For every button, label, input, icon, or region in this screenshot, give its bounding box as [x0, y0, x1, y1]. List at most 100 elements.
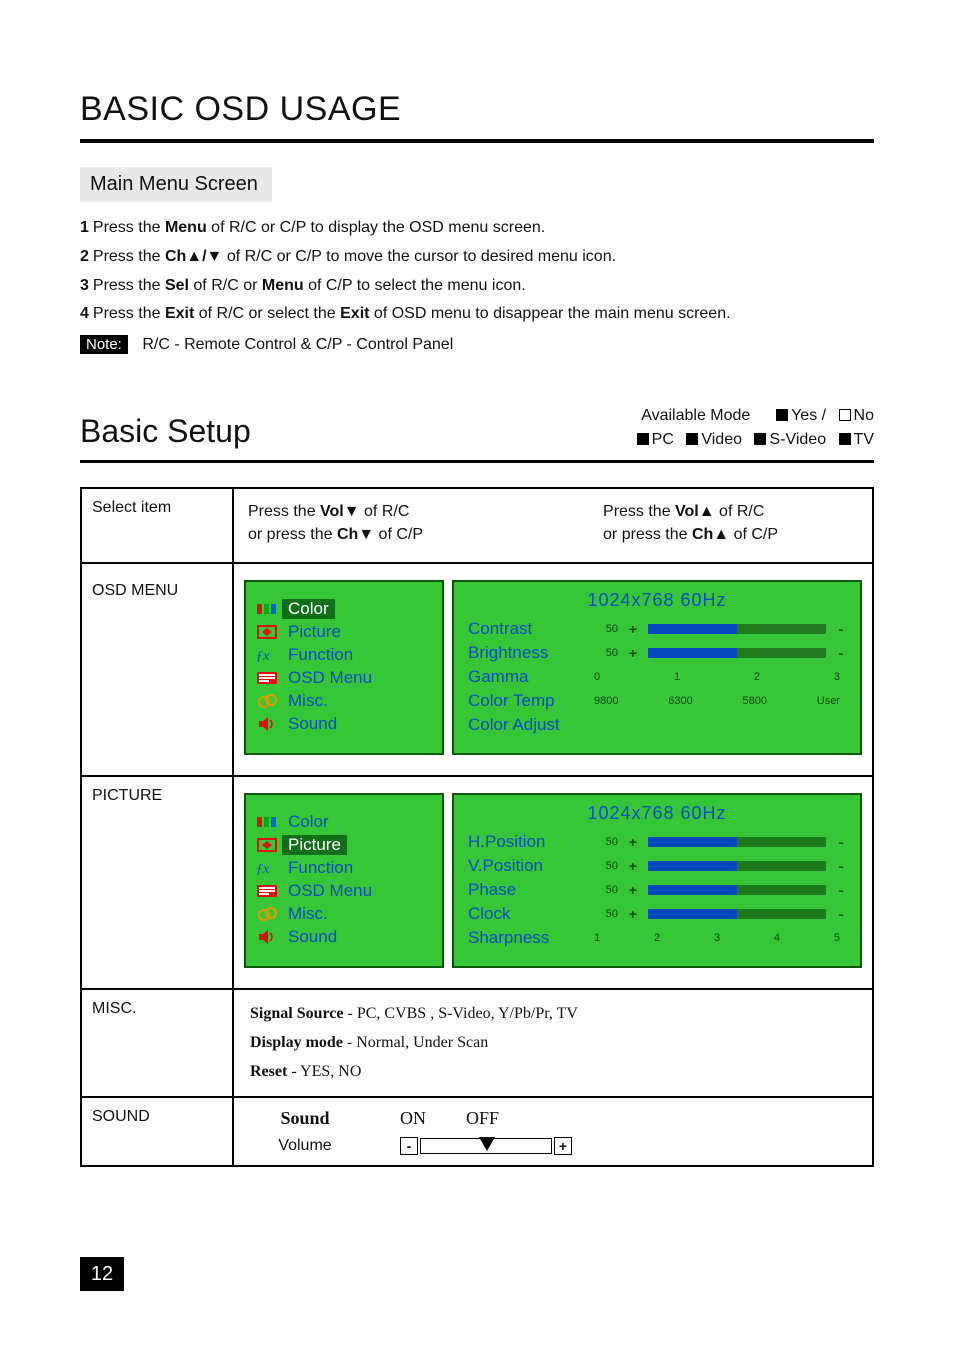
value: 50: [588, 647, 618, 659]
text: Exit: [340, 305, 369, 322]
menu-item: Color: [282, 599, 335, 619]
plus-icon: +: [628, 621, 638, 637]
function-icon: ƒx: [256, 859, 278, 877]
row-label: MISC.: [81, 989, 233, 1097]
opt: 0: [594, 671, 600, 683]
menu-item: Picture: [282, 835, 347, 855]
param-label: Brightness: [468, 643, 578, 663]
row-label: OSD MENU: [81, 563, 233, 776]
opt: 5800: [743, 695, 767, 707]
note-text: R/C - Remote Control & C/P - Control Pan…: [142, 336, 453, 353]
filled-square-icon: [839, 433, 851, 445]
page-title: BASIC OSD USAGE: [80, 90, 874, 129]
slider-track: [420, 1138, 552, 1154]
osd-menu-list: Color Picture ƒxFunction OSD Menu Misc. …: [244, 793, 444, 968]
options: 980063005800User: [588, 695, 846, 707]
text: TV: [854, 431, 874, 448]
instruction-steps: 1Press the Menu of R/C or C/P to display…: [80, 214, 874, 329]
text: Exit: [165, 305, 194, 322]
osd-detail-color: 1024x768 60Hz Contrast50+- Brightness50+…: [452, 580, 862, 755]
minus-icon: -: [836, 645, 846, 661]
slider-bar: [648, 909, 826, 919]
text: - PC, CVBS , S-Video, Y/Pb/Pr, TV: [344, 1005, 578, 1022]
divider: [80, 460, 874, 463]
text: Vol▲: [675, 503, 715, 520]
text: Video: [701, 431, 742, 448]
minus-icon: -: [400, 1137, 418, 1155]
text: Reset: [250, 1063, 287, 1080]
page-number-value: 12: [80, 1257, 124, 1291]
misc-cell: Signal Source - PC, CVBS , S-Video, Y/Pb…: [233, 989, 873, 1097]
row-label: SOUND: [81, 1097, 233, 1166]
text: of C/P: [729, 526, 778, 543]
text: Ch▼: [337, 526, 374, 543]
osd-menu-icon: [256, 882, 278, 900]
param-label: Gamma: [468, 667, 578, 687]
picture-icon: [256, 623, 278, 641]
menu-item: OSD Menu: [288, 668, 372, 688]
param-label: Phase: [468, 880, 578, 900]
text: or press the: [248, 526, 337, 543]
menu-item: Sound: [288, 927, 337, 947]
menu-item: Misc.: [288, 904, 328, 924]
mode-line: 1024x768 60Hz: [468, 590, 846, 611]
text: Ch▲/▼: [165, 248, 222, 265]
row-label: PICTURE: [81, 776, 233, 989]
plus-icon: +: [554, 1137, 572, 1155]
plus-icon: +: [628, 834, 638, 850]
options: 0123: [588, 671, 846, 683]
menu-item: Misc.: [288, 691, 328, 711]
text: of R/C: [360, 503, 410, 520]
value: 50: [588, 623, 618, 635]
text: Press the: [603, 503, 675, 520]
options: 12345: [588, 932, 846, 944]
osd-panel-picture: Color Picture ƒxFunction OSD Menu Misc. …: [244, 793, 862, 968]
mode-line: 1024x768 60Hz: [468, 803, 846, 824]
osd-detail-picture: 1024x768 60Hz H.Position50+- V.Position5…: [452, 793, 862, 968]
param-label: Color Temp: [468, 691, 578, 711]
param-label: Clock: [468, 904, 578, 924]
text: Press the: [93, 248, 165, 265]
slider-bar: [648, 837, 826, 847]
text: ON: [400, 1108, 426, 1129]
empty-square-icon: [839, 409, 851, 421]
param-label: Sharpness: [468, 928, 578, 948]
text: Press the: [248, 503, 320, 520]
text: S-Video: [769, 431, 826, 448]
text: or press the: [603, 526, 692, 543]
osd-panel-color: Color Picture ƒxFunction OSD Menu Misc. …: [244, 580, 862, 755]
text: Signal Source: [250, 1005, 344, 1022]
note: Note: R/C - Remote Control & C/P - Contr…: [80, 335, 874, 354]
text: Volume: [250, 1137, 360, 1155]
svg-text:ƒx: ƒx: [256, 862, 270, 877]
section-title: Basic Setup: [80, 413, 251, 450]
minus-icon: -: [836, 834, 846, 850]
text: of R/C or C/P to move the cursor to desi…: [222, 248, 616, 265]
slider-bar: [648, 885, 826, 895]
text: Available Mode: [641, 407, 750, 424]
osd-menu-icon: [256, 669, 278, 687]
text: Sound: [250, 1108, 360, 1129]
plus-icon: +: [628, 906, 638, 922]
text: Press the: [93, 219, 165, 236]
value: 50: [588, 908, 618, 920]
text: of R/C or: [189, 277, 262, 294]
minus-icon: -: [836, 882, 846, 898]
slider-thumb: [479, 1137, 495, 1151]
volume-slider: - +: [400, 1137, 572, 1155]
minus-icon: -: [836, 906, 846, 922]
value: 50: [588, 860, 618, 872]
text: of OSD menu to disappear the main menu s…: [369, 305, 730, 322]
filled-square-icon: [776, 409, 788, 421]
filled-square-icon: [637, 433, 649, 445]
opt: 6300: [668, 695, 692, 707]
sound-icon: [256, 715, 278, 733]
menu-item: Function: [288, 645, 353, 665]
text: of C/P to select the menu icon.: [304, 277, 526, 294]
available-mode-legend: Available Mode Yes / No PC Video S-Video…: [629, 404, 874, 454]
svg-text:ƒx: ƒx: [256, 649, 270, 664]
param-label: H.Position: [468, 832, 578, 852]
row-label: Select item: [81, 488, 233, 563]
text: of R/C or select the: [194, 305, 340, 322]
plus-icon: +: [628, 645, 638, 661]
